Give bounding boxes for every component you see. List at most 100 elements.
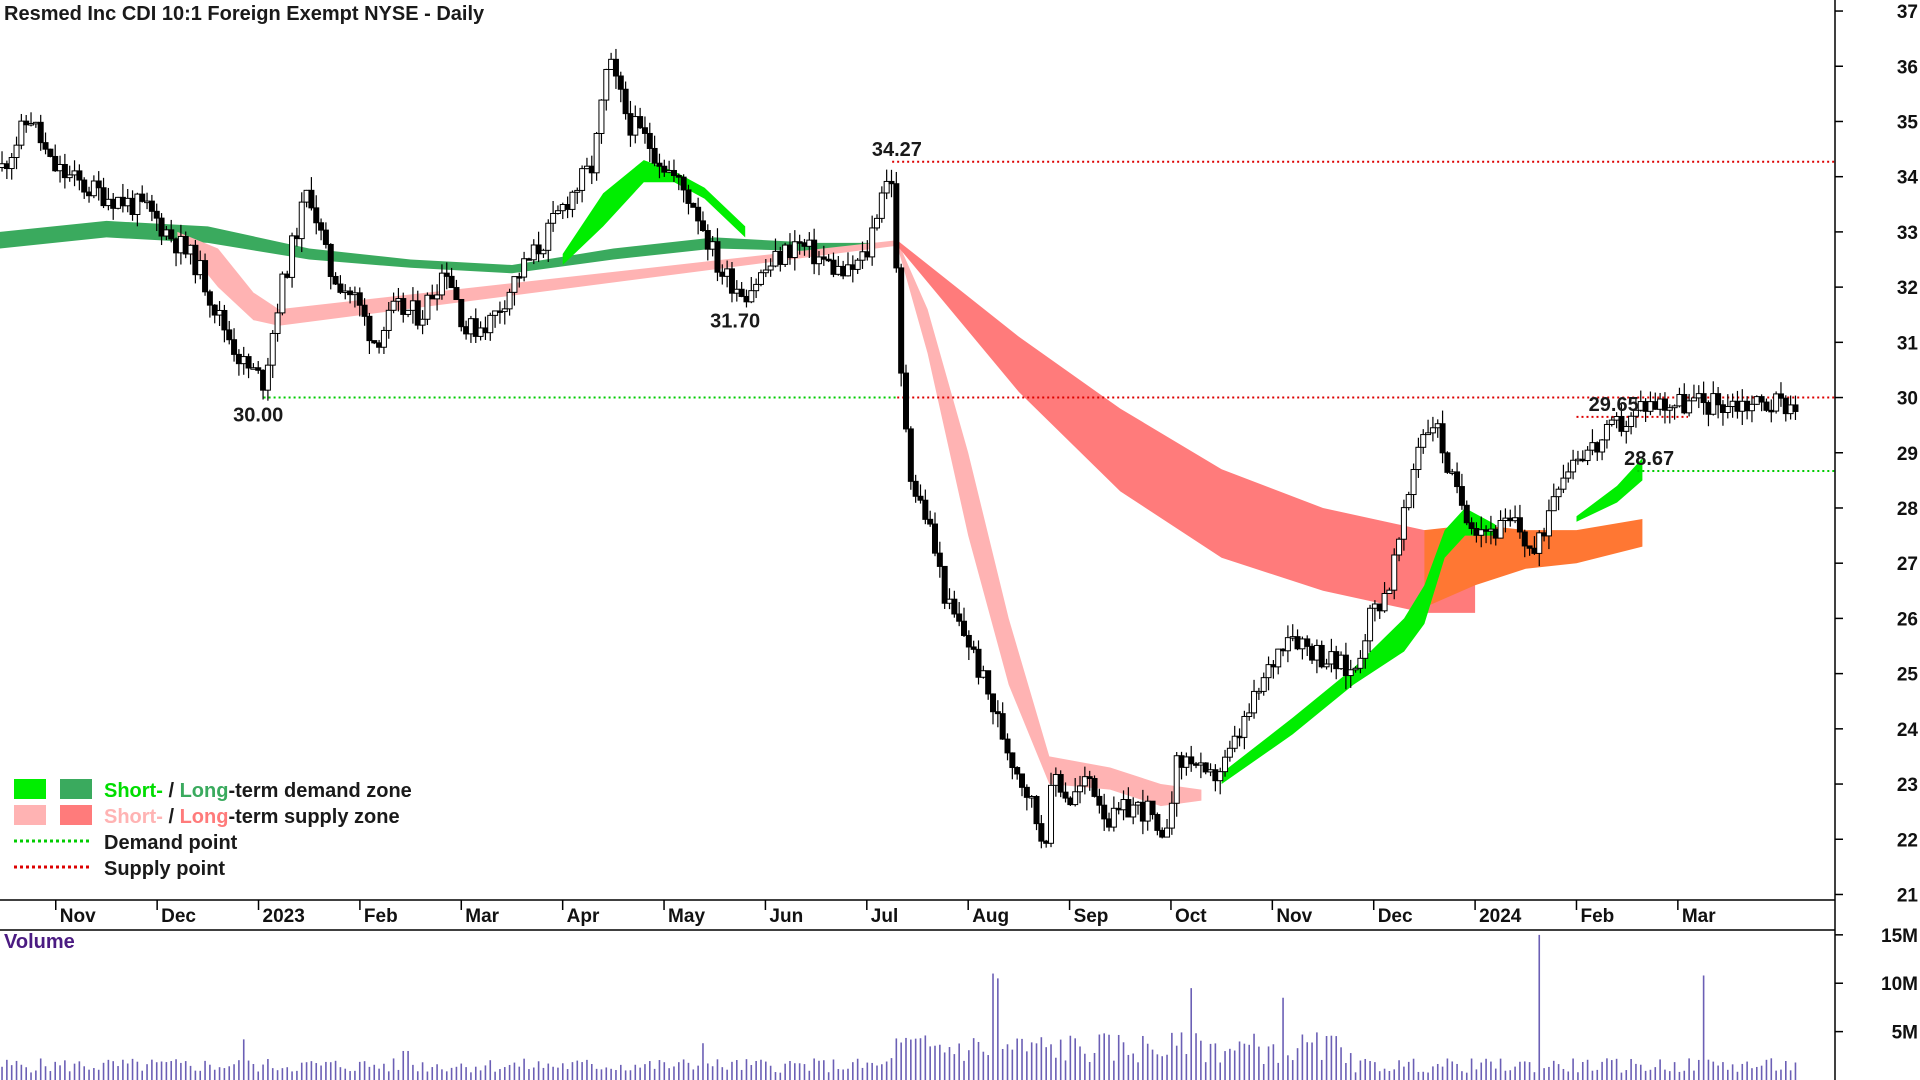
candle [1072,777,1079,807]
candle [753,278,760,299]
candle-body [1594,442,1601,453]
candle [1434,419,1441,438]
price-tick-label: 22 [1897,830,1918,851]
candle [61,153,68,189]
candle-body [1207,769,1214,773]
candle-body [574,189,581,193]
candle-body [1565,471,1572,479]
candle [380,326,387,354]
candle [1130,797,1137,825]
legend-label: Demand point [104,832,238,854]
candle [1637,390,1644,412]
candle-body [81,179,88,193]
candle-body [356,292,363,306]
candle [453,279,460,300]
candle-body [864,251,871,258]
candle-body [1748,403,1755,412]
candle [429,284,436,300]
candle [1734,390,1741,419]
candle [477,321,484,341]
candle [13,136,20,170]
candle-body [1603,423,1610,441]
candle [574,187,581,204]
candle [511,276,518,306]
candle [115,196,122,210]
candle [757,269,764,287]
candle [530,239,537,265]
candle-body [1110,807,1117,828]
candle [274,303,281,342]
candle-body [1705,402,1712,415]
candle-body [1057,774,1064,793]
candle-body [878,192,885,219]
candle [1579,450,1586,463]
candle [1381,582,1388,613]
time-tick-label: Sep [1074,906,1109,927]
candle-body [927,518,934,525]
candle [931,512,938,557]
candle-body [1231,735,1238,749]
candle [366,312,373,355]
candle-body [1647,401,1654,412]
candle-body [1159,829,1166,838]
candle-body [641,127,648,134]
zone-bands [0,160,1643,807]
candle-body [690,202,697,208]
candle-body [1541,532,1548,537]
candle [656,153,663,179]
candle-body [1246,712,1253,717]
candle-body [303,189,310,203]
candle [482,316,489,340]
volume-title: Volume [4,931,75,953]
candle [975,640,982,685]
candle-body [1753,396,1760,405]
candle-body [1579,458,1586,462]
candle-body [496,310,503,313]
candle-body [419,318,426,326]
candle-body [608,58,615,70]
candle-body [1487,528,1494,532]
candle [95,171,102,201]
candle [1048,772,1055,848]
candle-body [279,273,286,314]
candle-body [1125,799,1132,818]
candle-body [361,304,368,317]
candle-body [1135,801,1142,806]
candle [661,159,668,177]
candle-body [119,196,126,207]
candle [187,244,194,265]
candle [235,349,242,376]
candle-body [1352,667,1359,671]
candle [1260,672,1267,696]
candle-body [902,372,909,430]
candle-body [153,210,160,219]
candle [622,81,629,120]
band-long-term-supply [897,240,1476,613]
candle [936,541,943,578]
candle [1463,500,1470,526]
candle-body [873,217,880,229]
candle [888,169,895,198]
candle [1744,396,1751,420]
candle-body [1628,415,1635,428]
candle [1318,640,1325,669]
candle [1420,429,1427,454]
band-orange-overlay [1424,519,1643,608]
candle-body [1410,469,1417,496]
candle [1135,801,1142,815]
candle [912,474,919,503]
candle [714,228,721,282]
candle [1284,625,1291,663]
candle-body [1014,767,1021,775]
candle [1449,468,1456,476]
candle [612,48,619,89]
chart-legend: Short- / Long-term demand zone Short- / L… [14,779,412,880]
candle-body [646,132,653,149]
candle [487,312,494,341]
candle-body [173,238,180,254]
candle-body [1715,393,1722,406]
candle-body [820,256,827,260]
candle-body [448,275,455,289]
candle-body [728,268,735,294]
candle [1251,679,1258,719]
